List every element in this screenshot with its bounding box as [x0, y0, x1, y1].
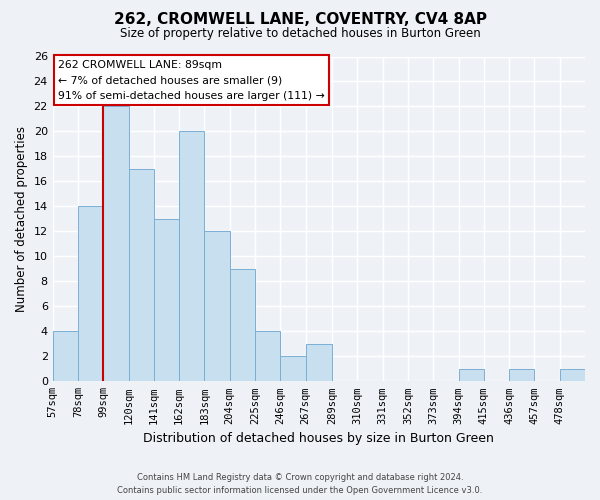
- Text: 262 CROMWELL LANE: 89sqm
← 7% of detached houses are smaller (9)
91% of semi-det: 262 CROMWELL LANE: 89sqm ← 7% of detache…: [58, 60, 325, 101]
- Bar: [255, 332, 280, 382]
- Bar: [230, 269, 255, 382]
- Bar: [78, 206, 103, 382]
- Bar: [560, 369, 585, 382]
- Bar: [280, 356, 305, 382]
- Bar: [305, 344, 332, 382]
- Text: Size of property relative to detached houses in Burton Green: Size of property relative to detached ho…: [119, 28, 481, 40]
- Bar: [179, 132, 205, 382]
- Y-axis label: Number of detached properties: Number of detached properties: [15, 126, 28, 312]
- Bar: [103, 106, 128, 382]
- Bar: [205, 232, 230, 382]
- Bar: [458, 369, 484, 382]
- Bar: [128, 169, 154, 382]
- X-axis label: Distribution of detached houses by size in Burton Green: Distribution of detached houses by size …: [143, 432, 494, 445]
- Bar: [154, 219, 179, 382]
- Bar: [509, 369, 535, 382]
- Text: 262, CROMWELL LANE, COVENTRY, CV4 8AP: 262, CROMWELL LANE, COVENTRY, CV4 8AP: [113, 12, 487, 28]
- Text: Contains HM Land Registry data © Crown copyright and database right 2024.
Contai: Contains HM Land Registry data © Crown c…: [118, 474, 482, 495]
- Bar: [53, 332, 78, 382]
